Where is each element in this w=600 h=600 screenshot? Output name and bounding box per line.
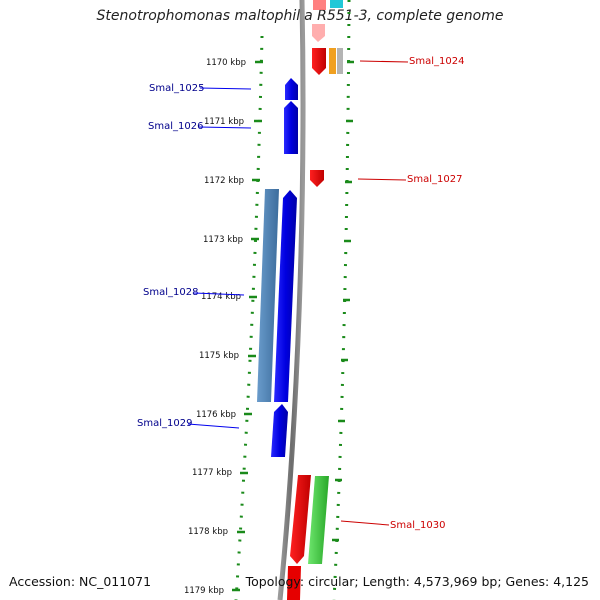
reverse-strand-genes <box>287 0 343 600</box>
leader-smal-1028 <box>193 292 245 296</box>
ruler-label: 1176 kbp <box>196 410 236 420</box>
reverse-gene-labels: Smal_1024 Smal_1027 Smal_1030 <box>340 56 464 531</box>
label-smal-1025[interactable]: Smal_1025 <box>149 83 204 94</box>
forward-gene-labels: Smal_1025 Smal_1026 Smal_1028 Smal_1029 <box>137 83 252 429</box>
gene-smal-1025[interactable] <box>285 78 298 100</box>
accession-text: Accession: NC_011071 <box>9 574 152 589</box>
gene-fragment-top-cyan[interactable] <box>330 0 343 8</box>
gene-smal-1029[interactable] <box>271 404 288 457</box>
gene-smal-1028-steel[interactable] <box>257 189 279 402</box>
label-smal-1027[interactable]: Smal_1027 <box>407 174 462 185</box>
topology-text: Topology: circular; Length: 4,573,969 bp… <box>245 574 589 589</box>
gene-fragment-top-pink[interactable] <box>312 24 325 42</box>
ruler-label: 1177 kbp <box>192 468 232 478</box>
ruler-label: 1178 kbp <box>188 527 228 537</box>
ruler-label: 1174 kbp <box>201 292 241 302</box>
outer-tick-track <box>332 0 351 600</box>
gene-smal-1027[interactable] <box>310 170 324 187</box>
gene-fragment-top[interactable] <box>313 0 326 10</box>
gene-smal-1026[interactable] <box>284 101 298 154</box>
ruler: 1170 kbp 1171 kbp 1172 kbp 1173 kbp 1174… <box>184 58 263 596</box>
leader-smal-1025 <box>199 87 252 90</box>
label-smal-1029[interactable]: Smal_1029 <box>137 418 192 429</box>
label-smal-1024[interactable]: Smal_1024 <box>409 56 464 67</box>
gene-smal-1028-blue[interactable] <box>274 190 297 402</box>
leader-smal-1030 <box>340 520 390 526</box>
outer-ticks <box>332 60 354 542</box>
gene-smal-1030-red[interactable] <box>290 475 311 564</box>
ruler-label: 1175 kbp <box>199 351 239 361</box>
label-smal-1030[interactable]: Smal_1030 <box>390 520 445 531</box>
gene-orange-feature[interactable] <box>329 48 336 74</box>
leader-smal-1029 <box>187 423 240 429</box>
leader-smal-1024 <box>359 60 409 63</box>
gene-gray-feature[interactable] <box>337 48 343 74</box>
leader-smal-1027 <box>357 178 407 181</box>
ruler-label: 1173 kbp <box>203 235 243 245</box>
ruler-label: 1179 kbp <box>184 586 224 596</box>
genome-backbone <box>277 0 306 600</box>
gene-smal-1024[interactable] <box>312 48 326 75</box>
gene-green-feature[interactable] <box>308 476 329 564</box>
ruler-label: 1172 kbp <box>204 176 244 186</box>
gene-bottom-red[interactable] <box>287 566 301 600</box>
ruler-label: 1170 kbp <box>206 58 246 68</box>
leader-smal-1026 <box>198 126 252 129</box>
label-smal-1026[interactable]: Smal_1026 <box>148 121 203 132</box>
ruler-label: 1171 kbp <box>204 117 244 127</box>
label-smal-1028[interactable]: Smal_1028 <box>143 287 198 298</box>
forward-strand-genes <box>257 78 298 457</box>
